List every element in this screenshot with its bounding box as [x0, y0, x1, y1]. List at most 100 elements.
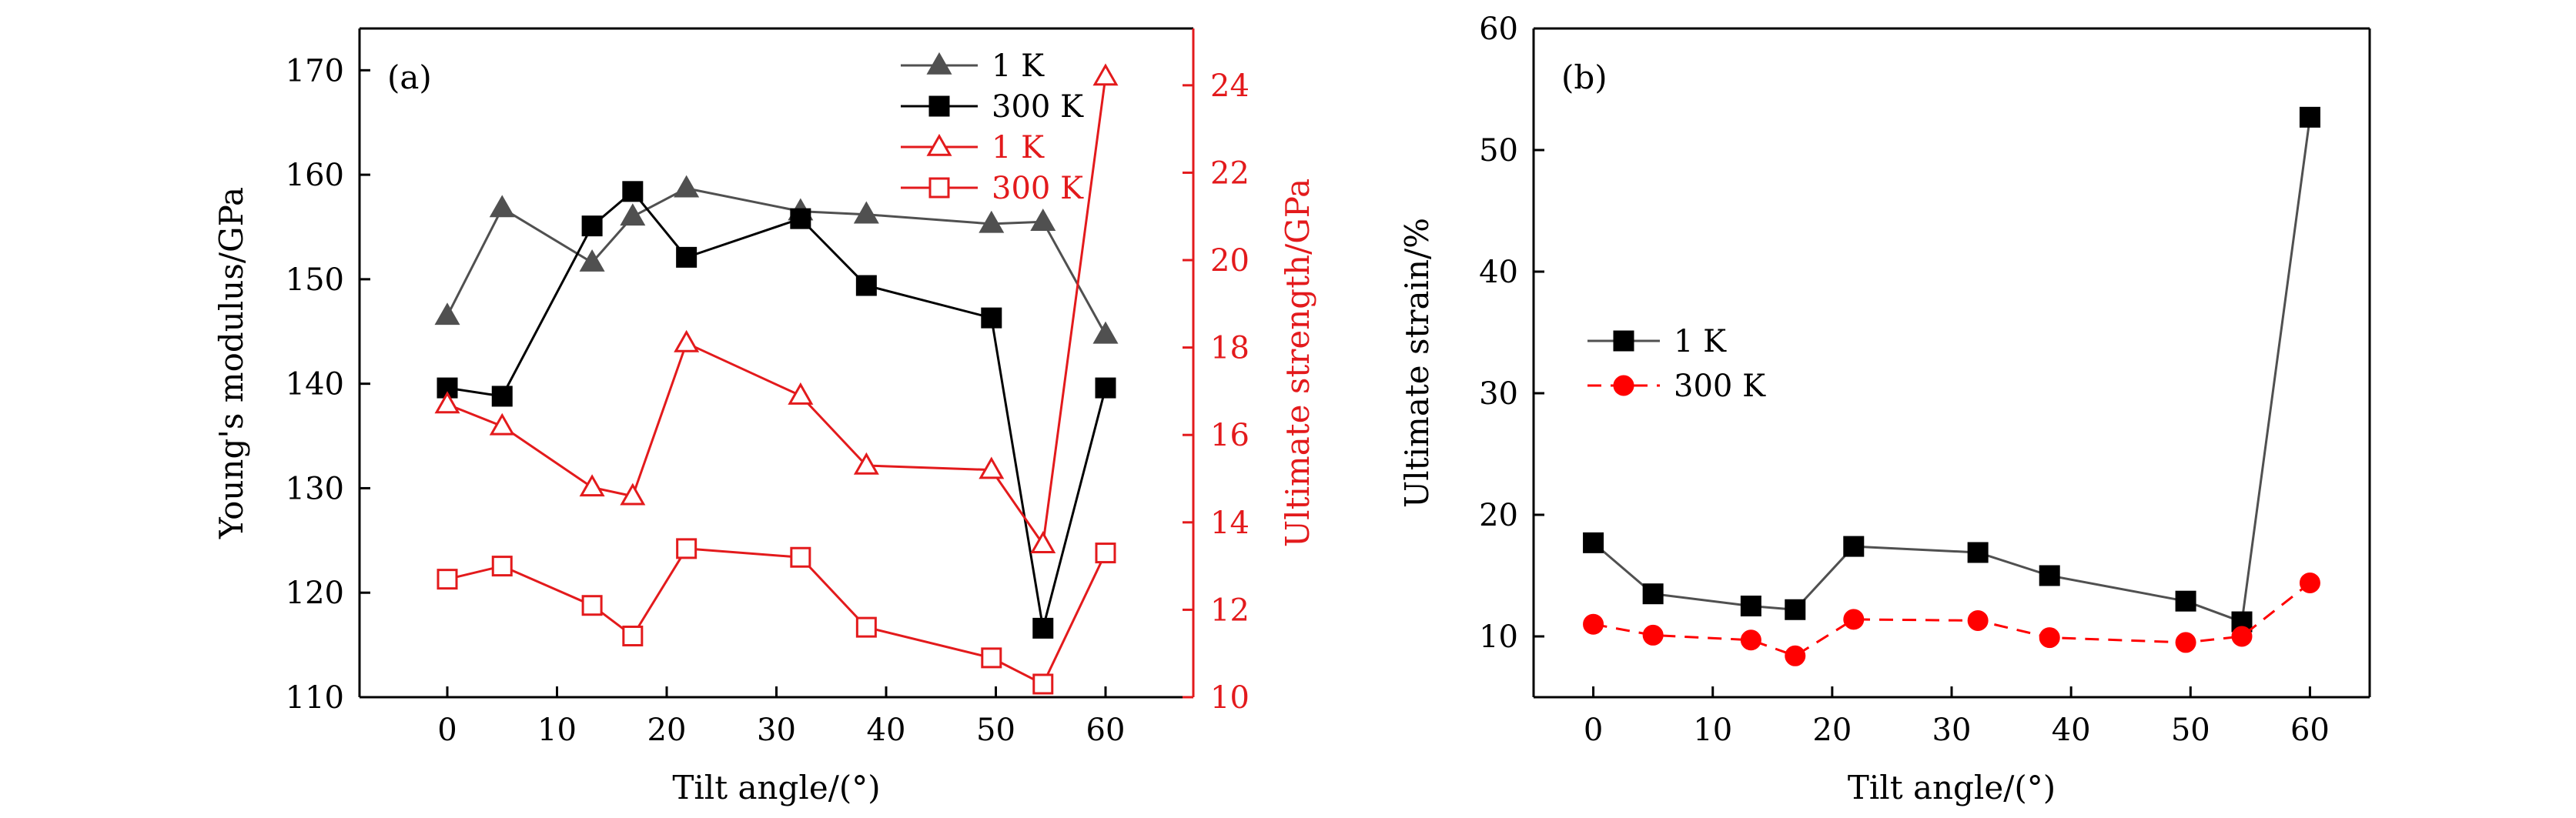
x-tick-label: 50: [976, 713, 1015, 748]
series-4-300-k-point-2: [491, 556, 513, 577]
series-2-300-k-line: [447, 190, 1107, 629]
x-tick-label: 10: [537, 713, 577, 748]
series-4-300-k-point-10: [1095, 543, 1116, 564]
y-tick-label: 20: [1479, 498, 1518, 533]
legend-marker-1: [926, 52, 952, 75]
legend-label-1: 1 K: [992, 48, 1045, 84]
series-2-300-k-point-10: [2299, 572, 2320, 593]
series-2-300-k-point-3: [581, 215, 603, 237]
x-tick-label: 50: [2171, 713, 2210, 748]
y2-tick-label: 14: [1210, 506, 1250, 541]
series-1-1-k-point-3: [1740, 596, 1761, 616]
y-tick-label: 150: [286, 262, 344, 298]
legend-label-2: 300 K: [1674, 369, 1766, 404]
series-2-300-k-point-8: [981, 307, 1002, 329]
series-2-300-k-point-6: [790, 208, 811, 229]
series-2-300-k-point-2: [1642, 624, 1664, 646]
x-tick-label: 60: [1086, 713, 1126, 748]
series-2-300-k-point-4: [1785, 645, 1806, 666]
series-3-1-k-point-9: [1030, 531, 1056, 553]
series-1-1-k-point-1: [434, 302, 460, 326]
series-4-300-k-point-3: [581, 595, 603, 616]
series-4-300-k-line: [447, 547, 1107, 686]
series-1-1-k-point-5: [1843, 536, 1865, 557]
series-2-300-k-point-9: [1032, 617, 1054, 639]
y2-tick-label: 10: [1210, 680, 1250, 716]
panel-label: (b): [1561, 58, 1607, 96]
legend-label-3: 1 K: [992, 130, 1045, 165]
series-1-1-k-point-8: [979, 210, 1005, 233]
y-axis-title: Ultimate strain/%: [1398, 218, 1436, 508]
series-4-300-k-point-1: [437, 569, 458, 590]
series-1-1-k-point-3: [579, 249, 605, 272]
x-tick-label: 0: [437, 713, 457, 748]
series-1-1-k-point-4: [1785, 599, 1806, 620]
series-1-1-k-point-9: [1030, 209, 1056, 231]
y2-tick-label: 16: [1210, 418, 1250, 453]
series-2-300-k-point-7: [2039, 627, 2060, 649]
y2-tick-label: 22: [1210, 155, 1250, 191]
series-1-1-k-point-4: [620, 203, 646, 226]
series-1-1-k-point-1: [1583, 532, 1604, 553]
legend-label-4: 300 K: [992, 171, 1084, 206]
series-3-1-k-point-2: [489, 412, 515, 436]
y-tick-label: 130: [286, 471, 344, 506]
series-2-300-k-point-4: [622, 181, 644, 202]
panel-label: (a): [387, 58, 432, 96]
y-tick-label: 170: [286, 53, 344, 88]
y2-tick-label: 24: [1210, 68, 1250, 104]
x-tick-label: 40: [867, 713, 906, 748]
y2-tick-label: 18: [1210, 331, 1250, 366]
y-tick-label: 30: [1479, 376, 1518, 412]
y-tick-label: 110: [286, 680, 344, 716]
y-tick-label: 50: [1479, 133, 1518, 169]
series-3-1-k-point-1: [434, 391, 460, 414]
x-tick-label: 20: [1812, 713, 1852, 748]
legend-marker-1: [1613, 330, 1634, 352]
legend-marker-4: [928, 177, 950, 199]
y2-tick-label: 12: [1210, 593, 1250, 628]
series-2-300-k-point-6: [1967, 609, 1989, 631]
legend-marker-2: [928, 95, 950, 117]
series-4-300-k-point-4: [622, 625, 644, 646]
x-axis-title: Tilt angle/(°): [672, 769, 880, 806]
series-2-300-k-point-5: [1843, 609, 1865, 630]
x-tick-label: 40: [2052, 713, 2091, 748]
x-tick-label: 10: [1693, 713, 1732, 748]
series-3-1-k-point-4: [620, 482, 646, 506]
series-1-1-k-point-8: [2175, 590, 2196, 612]
series-1-1-k-point-7: [853, 201, 879, 224]
series-1-1-k-point-10: [2299, 106, 2320, 128]
series-3-1-k-line: [447, 76, 1107, 546]
series-2-300-k-point-8: [2175, 632, 2196, 653]
series-2-300-k-point-9: [2231, 626, 2253, 647]
series-1-1-k-point-2: [489, 195, 515, 218]
series-4-300-k-point-8: [981, 647, 1002, 669]
x-axis-title: Tilt angle/(°): [1848, 769, 2056, 806]
x-tick-label: 0: [1584, 713, 1603, 748]
y-tick-label: 10: [1479, 619, 1518, 655]
series-1-1-k-point-5: [674, 175, 700, 198]
series-3-1-k-point-3: [579, 474, 605, 497]
series-2-300-k-point-5: [676, 246, 698, 268]
series-4-300-k-point-5: [676, 538, 698, 559]
y2-axis-title: Ultimate strength/GPa: [1279, 179, 1316, 547]
series-2-300-k-point-3: [1740, 629, 1761, 651]
legend-label-2: 300 K: [992, 89, 1084, 125]
x-tick-label: 30: [1932, 713, 1972, 748]
series-3-1-k-point-5: [674, 329, 700, 352]
series-2-300-k-point-1: [1583, 613, 1604, 635]
chart-panel-a: 0 10 20 30 40 50 60 110 120 130 140 150 160 170 10 12 14…: [212, 27, 1316, 806]
series-2-300-k-point-10: [1095, 377, 1116, 399]
series-4-300-k-point-6: [790, 546, 811, 568]
series-1-1-k-point-7: [2039, 565, 2060, 586]
series-1-1-k-point-2: [1642, 583, 1664, 605]
series-1-1-k-line: [446, 187, 1107, 336]
series-4-300-k-point-9: [1032, 673, 1054, 695]
x-tick-label: 20: [647, 713, 687, 748]
y-tick-label: 60: [1479, 12, 1518, 47]
y-tick-label: 40: [1479, 255, 1518, 290]
y-tick-label: 120: [286, 576, 344, 611]
series-1-1-k-line: [1592, 117, 2311, 623]
